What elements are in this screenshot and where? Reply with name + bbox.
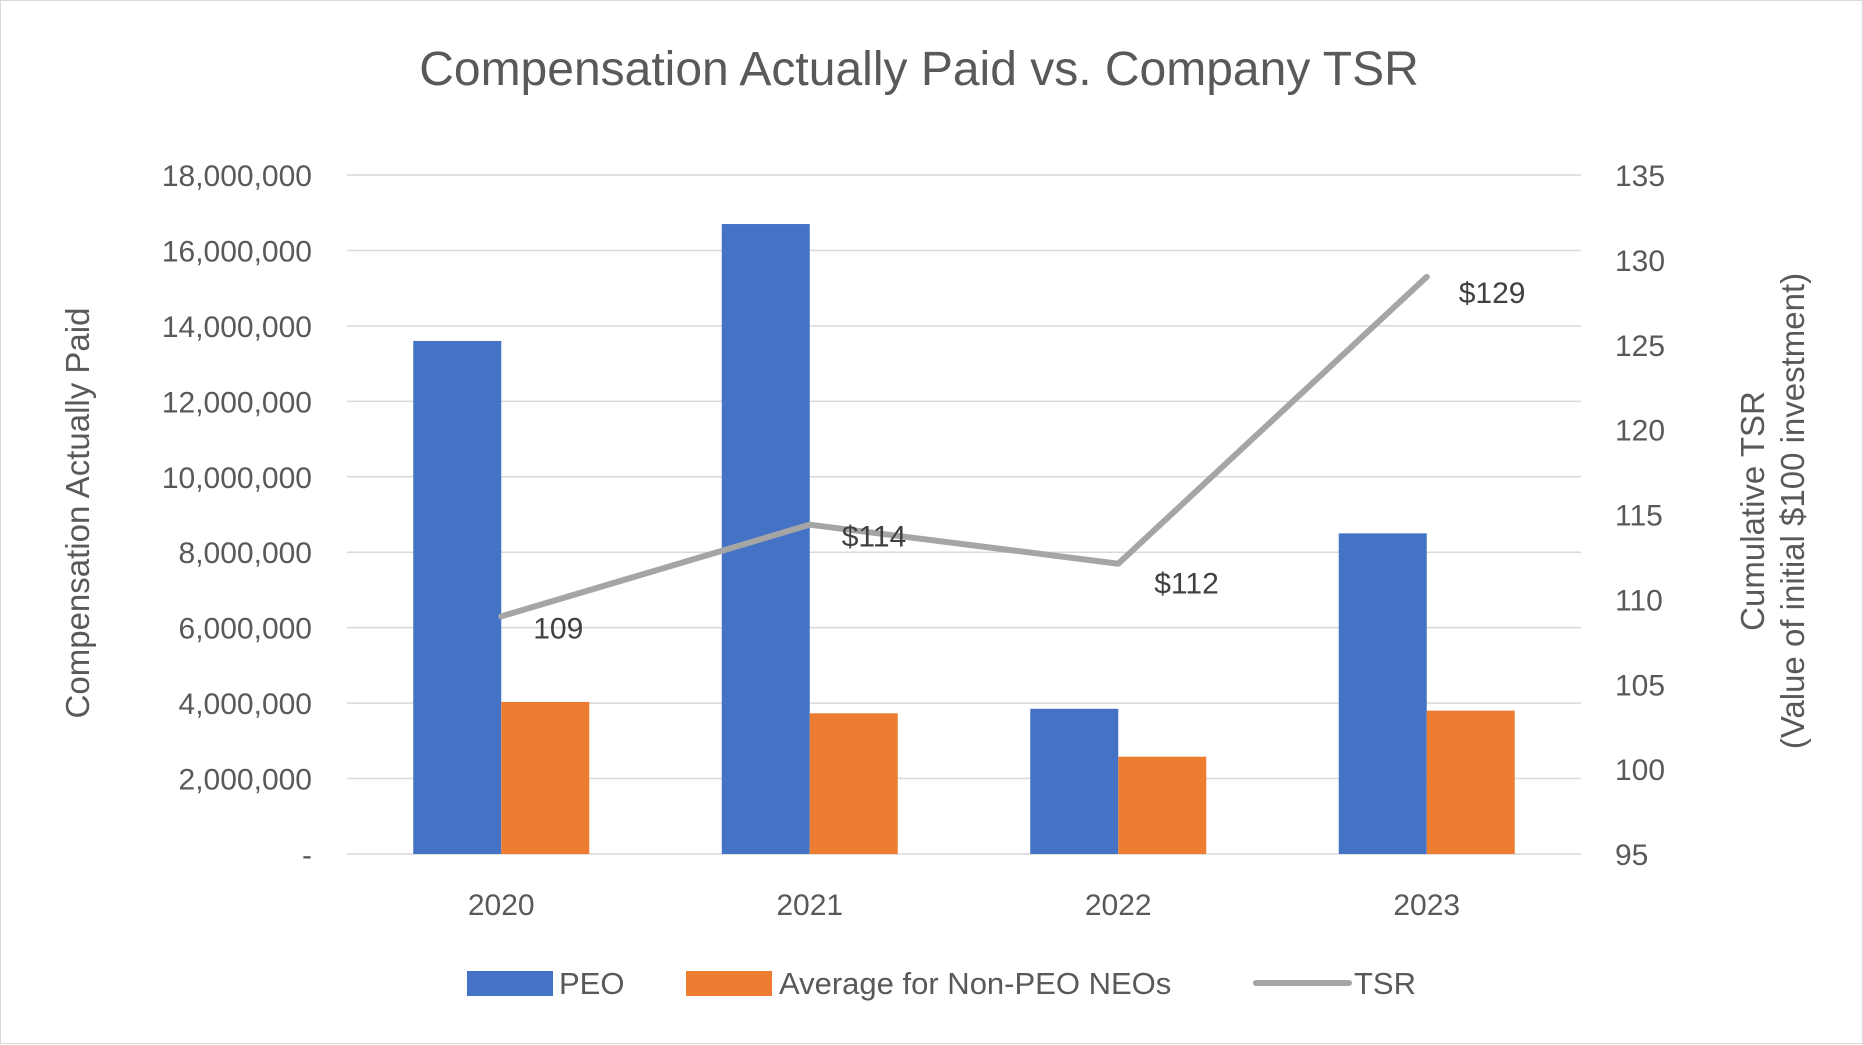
right-tick-label: 130 bbox=[1615, 245, 1665, 278]
left-axis-title: Compensation Actually Paid bbox=[59, 308, 96, 719]
left-tick-label: 6,000,000 bbox=[179, 613, 312, 646]
x-axis-ticks: 2020 2021 2022 2023 bbox=[468, 889, 1460, 922]
right-tick-label: 110 bbox=[1615, 584, 1663, 617]
left-tick-label: 16,000,000 bbox=[162, 235, 312, 268]
bar-series bbox=[413, 224, 1515, 855]
non-peo-neo-bar-2022 bbox=[1118, 756, 1207, 854]
left-tick-label: 14,000,000 bbox=[162, 311, 312, 344]
legend-label-non-peo-neos: Average for Non-PEO NEOs bbox=[779, 966, 1171, 1001]
legend-label-peo: PEO bbox=[559, 966, 624, 1001]
x-tick-label: 2022 bbox=[1085, 889, 1152, 922]
tsr-data-label: $129 bbox=[1459, 277, 1526, 310]
legend-swatch-non-peo-neos bbox=[686, 971, 772, 996]
right-axis-title-line2: (Value of initial $100 investment) bbox=[1774, 273, 1811, 749]
non-peo-neo-bar-2020 bbox=[501, 701, 590, 854]
left-tick-label: 10,000,000 bbox=[162, 462, 312, 495]
left-tick-label: 18,000,000 bbox=[162, 160, 312, 193]
peo-bar-2022 bbox=[1030, 708, 1119, 854]
right-tick-label: 95 bbox=[1615, 839, 1648, 872]
left-tick-label: 4,000,000 bbox=[179, 688, 312, 721]
tsr-line-series: 109 $114 $112 $129 bbox=[498, 273, 1526, 645]
right-tick-label: 100 bbox=[1615, 754, 1665, 787]
chart-title: Compensation Actually Paid vs. Company T… bbox=[419, 43, 1419, 96]
x-tick-label: 2021 bbox=[776, 889, 843, 922]
right-tick-label: 120 bbox=[1615, 415, 1665, 448]
left-tick-label: - bbox=[302, 839, 312, 872]
right-axis-ticks: 95 100 105 110 115 120 125 130 135 bbox=[1615, 160, 1665, 872]
non-peo-neo-bar-2023 bbox=[1426, 710, 1515, 854]
right-tick-label: 105 bbox=[1615, 669, 1665, 702]
left-tick-label: 8,000,000 bbox=[179, 537, 312, 570]
x-tick-label: 2023 bbox=[1393, 889, 1460, 922]
left-tick-label: 2,000,000 bbox=[179, 764, 312, 797]
tsr-line bbox=[498, 273, 1430, 620]
right-tick-label: 135 bbox=[1615, 160, 1665, 193]
right-axis-title-line1: Cumulative TSR bbox=[1734, 391, 1771, 631]
right-tick-label: 115 bbox=[1615, 500, 1663, 533]
peo-bar-2023 bbox=[1338, 533, 1427, 854]
legend-label-tsr: TSR bbox=[1354, 966, 1416, 1001]
right-tick-label: 125 bbox=[1615, 330, 1665, 363]
legend: PEO Average for Non-PEO NEOs TSR bbox=[467, 966, 1416, 1001]
left-axis-ticks: - 2,000,000 4,000,000 6,000,000 8,000,000 10,… bbox=[162, 160, 312, 872]
x-tick-label: 2020 bbox=[468, 889, 535, 922]
peo-bar-2020 bbox=[413, 340, 502, 854]
tsr-data-label: $112 bbox=[1154, 568, 1219, 601]
tsr-data-label: $114 bbox=[842, 521, 907, 554]
tsr-data-label: 109 bbox=[533, 612, 583, 645]
legend-swatch-peo bbox=[467, 971, 553, 996]
non-peo-neo-bar-2021 bbox=[809, 713, 898, 854]
left-tick-label: 12,000,000 bbox=[162, 386, 312, 419]
